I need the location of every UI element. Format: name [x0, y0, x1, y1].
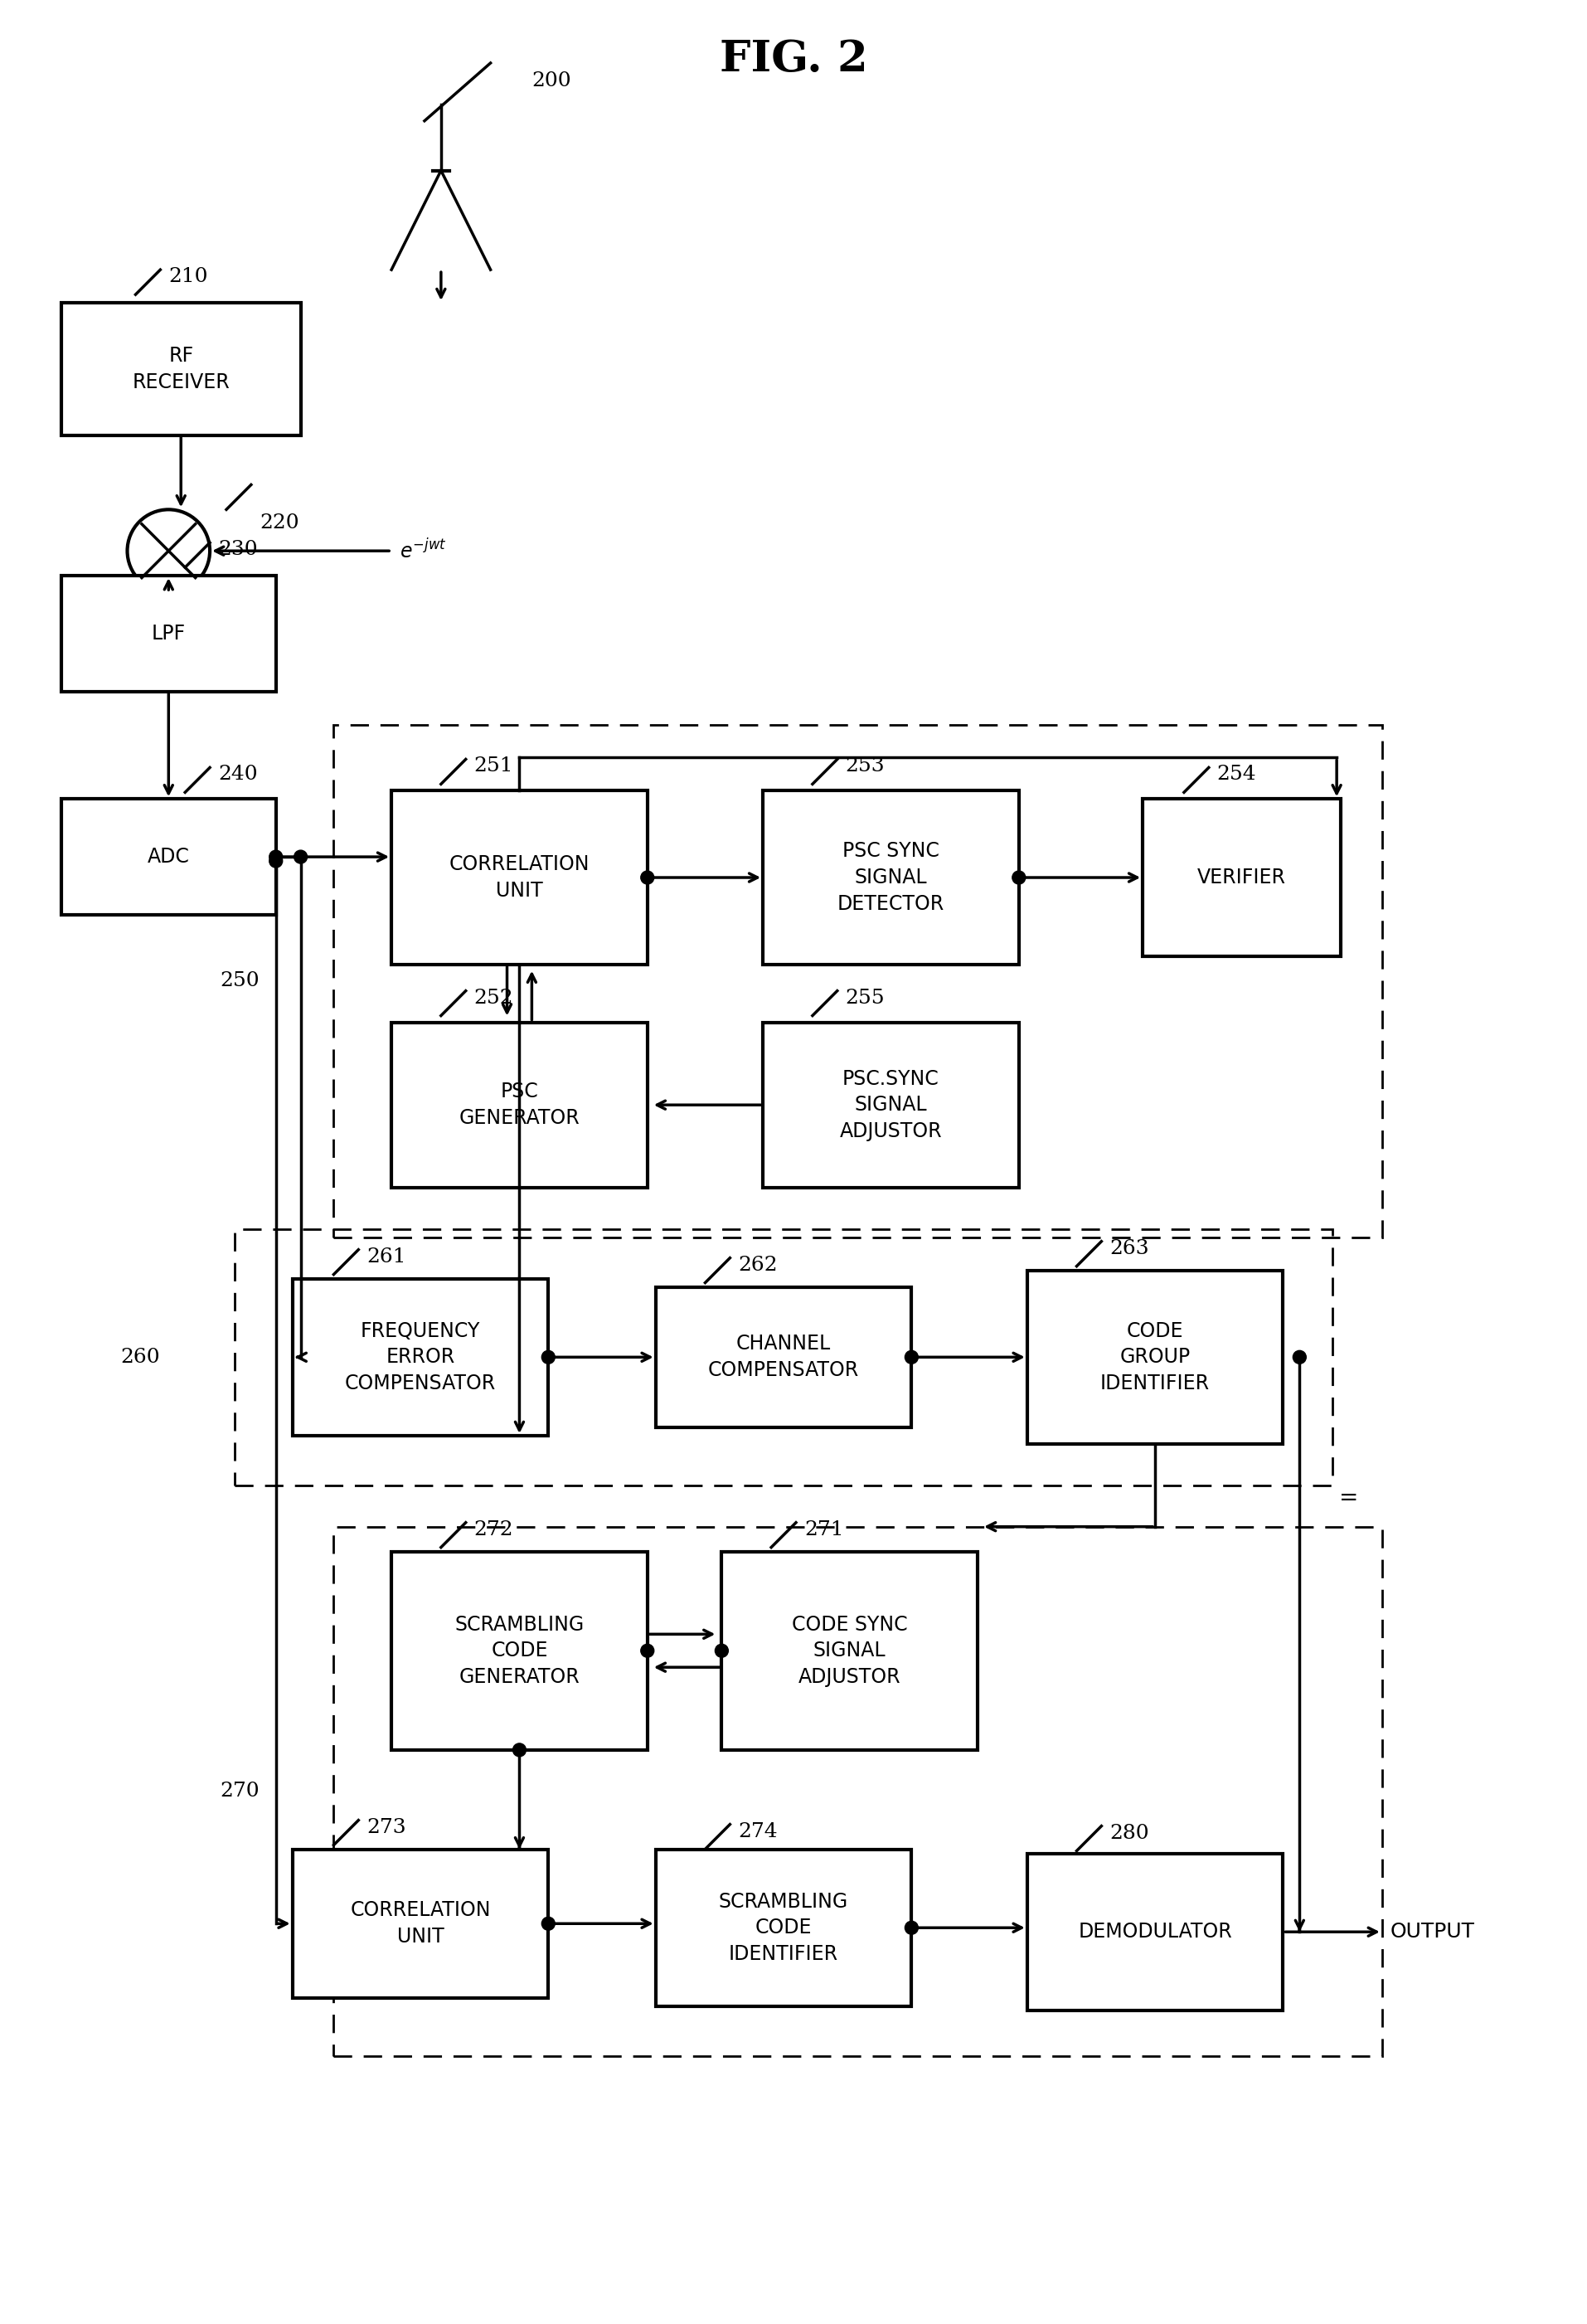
Text: 240: 240 [217, 765, 257, 783]
Circle shape [1013, 872, 1025, 883]
Text: 271: 271 [803, 1520, 843, 1538]
Text: 250: 250 [219, 971, 259, 990]
Circle shape [541, 1917, 554, 1931]
Text: $e^{-jwt}$: $e^{-jwt}$ [400, 539, 446, 562]
Text: 263: 263 [1109, 1239, 1149, 1257]
Bar [333, 1527, 1381, 2057]
Circle shape [641, 872, 654, 883]
Bar [292, 1278, 548, 1436]
Text: FREQUENCY
ERROR
COMPENSATOR: FREQUENCY ERROR COMPENSATOR [344, 1320, 495, 1394]
Text: 261: 261 [367, 1248, 406, 1267]
Text: 254: 254 [1216, 765, 1255, 783]
Text: 255: 255 [844, 988, 884, 1006]
Text: DEMODULATOR: DEMODULATOR [1078, 1922, 1232, 1943]
Text: PSC
GENERATOR: PSC GENERATOR [459, 1083, 579, 1127]
Bar [235, 1229, 1331, 1485]
Text: 280: 280 [1109, 1824, 1149, 1843]
Circle shape [513, 1743, 525, 1757]
Text: VERIFIER: VERIFIER [1197, 867, 1285, 888]
Circle shape [541, 1350, 554, 1364]
Text: CORRELATION
UNIT: CORRELATION UNIT [349, 1901, 490, 1948]
Bar [62, 799, 276, 916]
Bar [1027, 1271, 1282, 1443]
Circle shape [294, 851, 308, 865]
Text: ADC: ADC [148, 846, 189, 867]
Text: 200: 200 [532, 72, 571, 91]
Text: PSC.SYNC
SIGNAL
ADJUSTOR: PSC.SYNC SIGNAL ADJUSTOR [840, 1069, 941, 1141]
Bar [722, 1552, 978, 1750]
Text: 270: 270 [219, 1783, 259, 1801]
Circle shape [270, 855, 282, 867]
Bar [62, 576, 276, 693]
Circle shape [641, 1643, 654, 1657]
Text: 251: 251 [475, 758, 513, 776]
Text: 262: 262 [738, 1255, 778, 1274]
Bar [763, 790, 1019, 964]
Circle shape [1292, 1350, 1306, 1364]
Bar [655, 1850, 911, 2006]
Bar [392, 1552, 647, 1750]
Bar [1027, 1852, 1282, 2010]
Text: =: = [1339, 1485, 1358, 1508]
Text: 272: 272 [475, 1520, 513, 1538]
Text: RF
RECEIVER: RF RECEIVER [132, 346, 230, 393]
Bar [763, 1023, 1019, 1188]
Text: 273: 273 [367, 1817, 406, 1836]
Bar [333, 725, 1381, 1236]
Circle shape [270, 851, 282, 865]
Text: FIG. 2: FIG. 2 [719, 37, 868, 81]
Text: CODE SYNC
SIGNAL
ADJUSTOR: CODE SYNC SIGNAL ADJUSTOR [792, 1615, 908, 1687]
Circle shape [905, 1922, 917, 1934]
Text: 252: 252 [475, 988, 513, 1006]
Bar [62, 302, 300, 435]
Text: 260: 260 [121, 1348, 160, 1367]
Text: CHANNEL
COMPENSATOR: CHANNEL COMPENSATOR [708, 1334, 859, 1380]
Bar [655, 1287, 911, 1427]
Bar [392, 790, 647, 964]
Text: 220: 220 [259, 514, 298, 532]
Text: SCRAMBLING
CODE
IDENTIFIER: SCRAMBLING CODE IDENTIFIER [719, 1892, 847, 1964]
Text: 210: 210 [168, 267, 208, 286]
Bar [1143, 799, 1339, 955]
Text: PSC SYNC
SIGNAL
DETECTOR: PSC SYNC SIGNAL DETECTOR [836, 841, 944, 913]
Text: LPF: LPF [151, 623, 186, 644]
Text: 230: 230 [217, 539, 257, 560]
Circle shape [714, 1643, 728, 1657]
Bar [392, 1023, 647, 1188]
Text: SCRAMBLING
CODE
GENERATOR: SCRAMBLING CODE GENERATOR [454, 1615, 584, 1687]
Bar [292, 1850, 548, 1999]
Text: CORRELATION
UNIT: CORRELATION UNIT [449, 855, 589, 902]
Circle shape [905, 1350, 917, 1364]
Text: OUTPUT: OUTPUT [1390, 1922, 1474, 1943]
Text: 253: 253 [844, 758, 884, 776]
Text: CODE
GROUP
IDENTIFIER: CODE GROUP IDENTIFIER [1100, 1320, 1209, 1394]
Text: 274: 274 [738, 1822, 778, 1841]
